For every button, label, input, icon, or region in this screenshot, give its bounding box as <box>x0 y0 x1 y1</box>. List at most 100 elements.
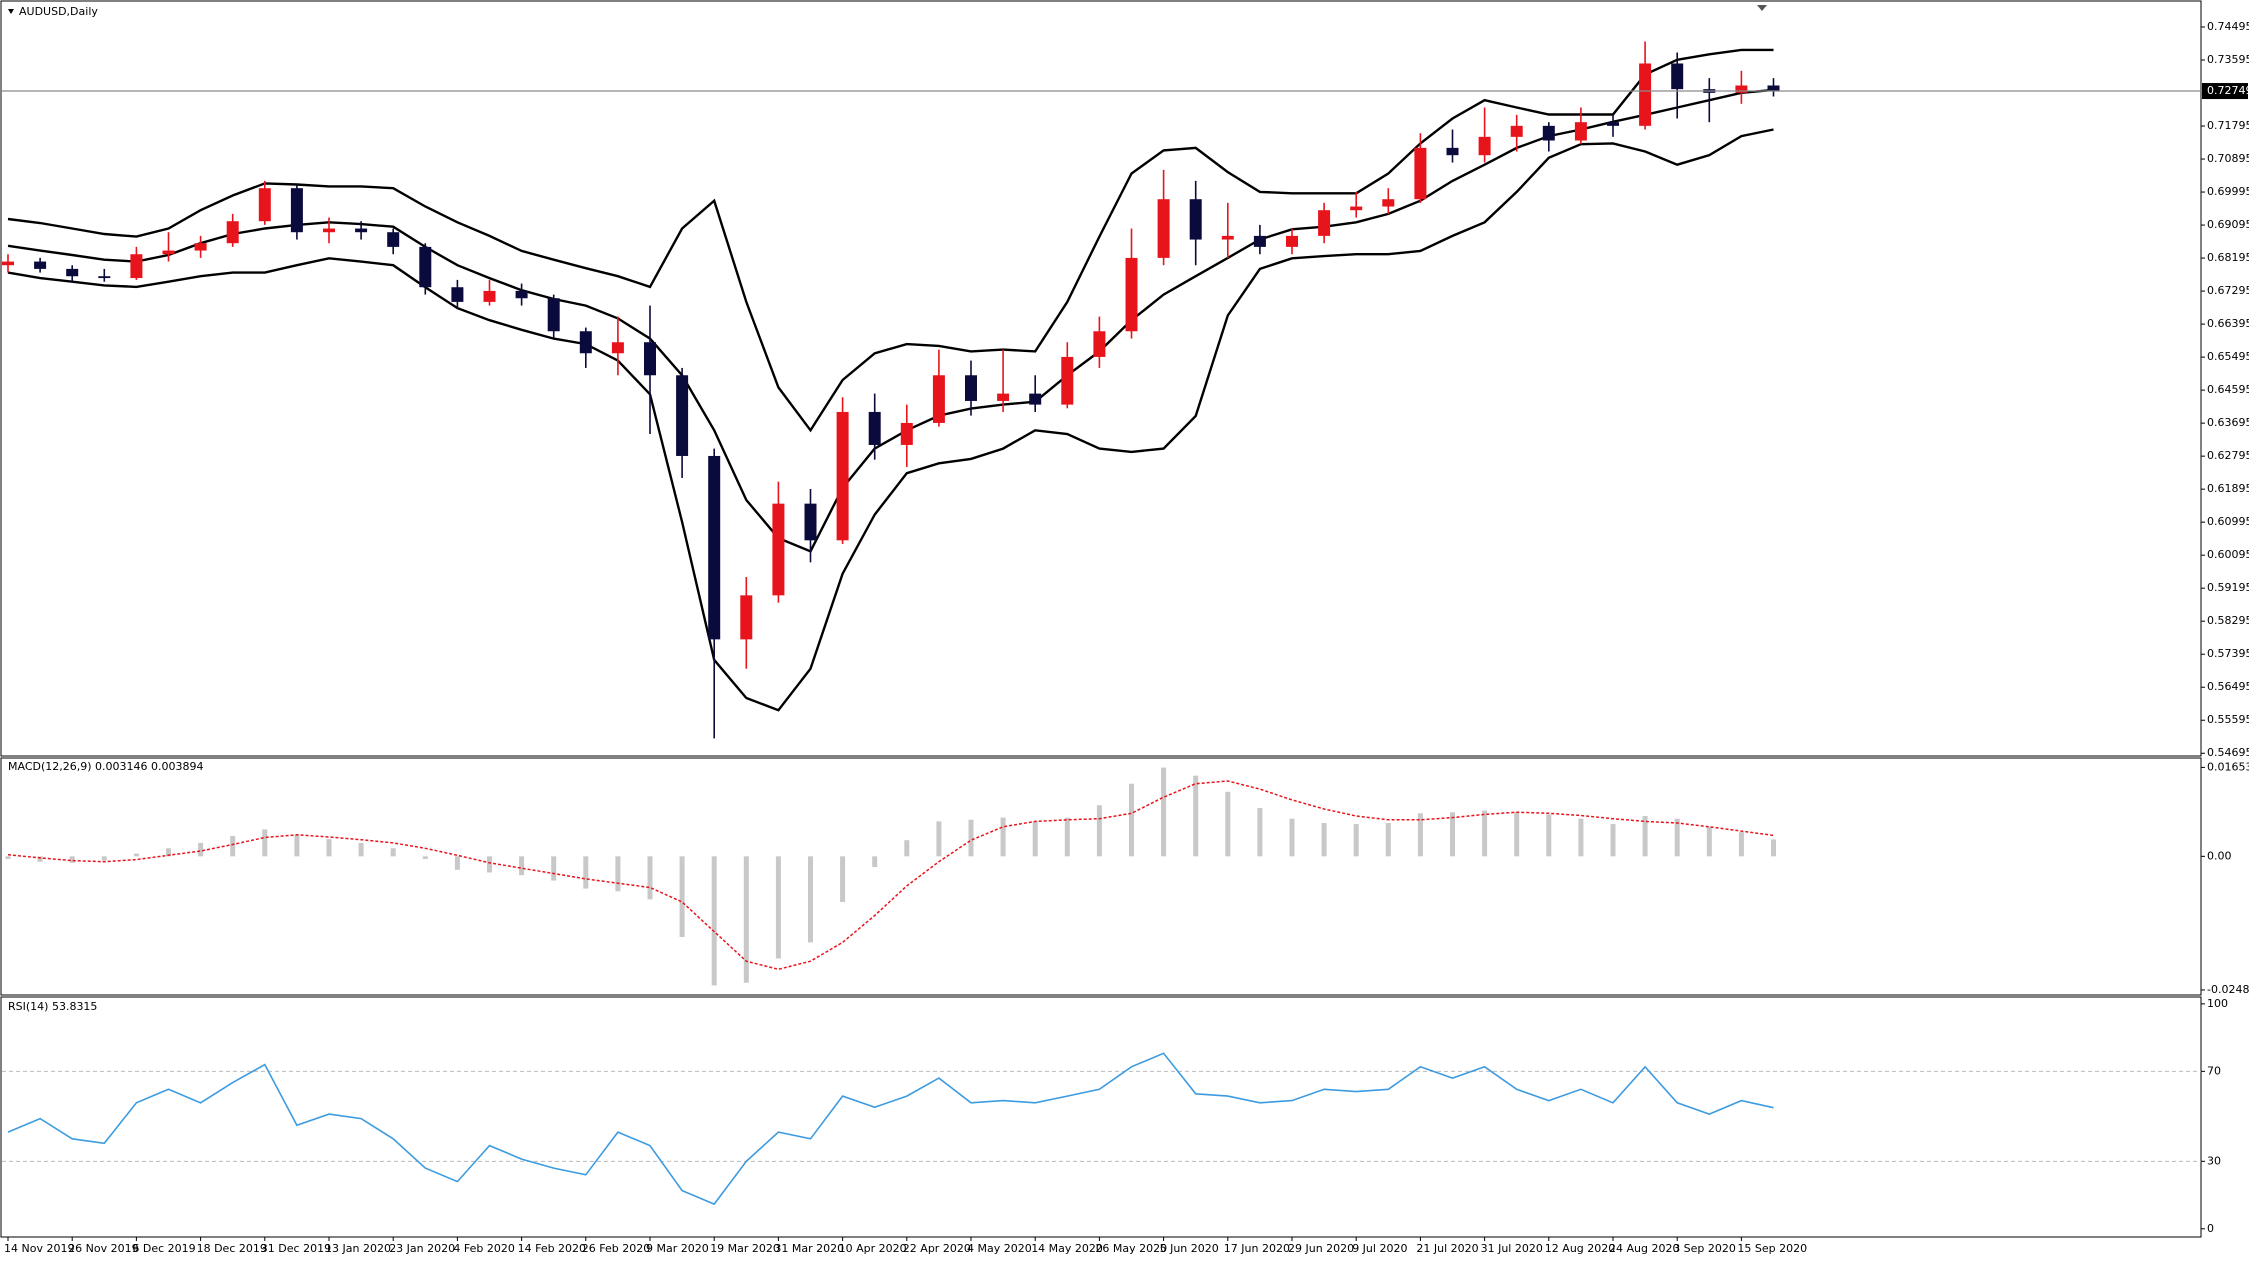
macd-bar <box>904 840 910 857</box>
y-tick-label: 0.67295 <box>2207 284 2249 297</box>
candle-body <box>1286 235 1298 247</box>
candle-body <box>1157 199 1170 258</box>
candle-body <box>1382 199 1395 207</box>
x-tick-label: 6 Dec 2019 <box>132 1242 195 1255</box>
candle-body <box>1446 147 1459 156</box>
y-tick-label: 0.74495 <box>2207 20 2249 33</box>
macd-bar <box>583 856 589 889</box>
macd-bar <box>1642 816 1648 857</box>
candle-body <box>483 290 496 302</box>
candle-body <box>419 246 432 288</box>
macd-bar <box>936 821 942 857</box>
macd-bar <box>808 856 813 943</box>
y-tick-label: 0.016538 <box>2207 760 2249 773</box>
x-tick-label: 4 May 2020 <box>967 1242 1032 1255</box>
bollinger-lower <box>7 128 1774 712</box>
y-tick-label: 0.73595 <box>2207 53 2249 66</box>
x-tick-label: 24 Aug 2020 <box>1609 1242 1679 1255</box>
y-tick-label: 0.62795 <box>2207 449 2249 462</box>
candle-body <box>1542 125 1555 141</box>
candle-body <box>34 261 47 269</box>
macd-bar <box>1450 812 1455 857</box>
y-tick-label: 0.55595 <box>2207 713 2249 726</box>
candle-body <box>1671 63 1684 90</box>
y-tick-label: 0.60095 <box>2207 548 2249 561</box>
x-tick-label: 17 Jun 2020 <box>1224 1242 1290 1255</box>
macd-bar <box>1514 812 1520 857</box>
macd-bar <box>1546 814 1552 857</box>
y-tick-label: 0.63695 <box>2207 416 2249 429</box>
macd-bar <box>1674 818 1680 857</box>
y-tick-label: 0.68195 <box>2207 251 2249 264</box>
macd-bar <box>166 848 171 857</box>
candle-body <box>579 331 592 354</box>
candle-body <box>1189 199 1202 240</box>
macd-bar <box>133 853 139 857</box>
macd-bar <box>1353 824 1359 857</box>
macd-bar <box>1738 832 1744 857</box>
macd-signal <box>7 780 1774 971</box>
candle-body <box>547 298 560 332</box>
macd-bar <box>198 842 204 857</box>
macd-bar <box>519 856 525 876</box>
candle-body <box>1510 125 1523 137</box>
macd-bar <box>262 829 268 857</box>
candle-body <box>451 287 464 302</box>
y-tick-label: 30 <box>2207 1154 2221 1167</box>
y-tick-label: 0.54695 <box>2207 746 2249 759</box>
macd-bar <box>487 856 492 873</box>
macd-bar <box>1225 791 1231 857</box>
macd-bar <box>101 856 107 861</box>
last-price-box <box>2202 83 2248 100</box>
candle-body <box>1735 85 1748 93</box>
candle-body <box>965 375 977 401</box>
macd-bar <box>37 856 43 862</box>
x-tick-label: 26 Feb 2020 <box>582 1242 650 1255</box>
macd-bar <box>1257 807 1263 857</box>
macd-bar <box>1610 824 1616 857</box>
candle-body <box>290 188 303 233</box>
x-tick-label: 26 May 2020 <box>1095 1242 1167 1255</box>
candle-body <box>1607 122 1619 126</box>
y-tick-label: 0.56495 <box>2207 680 2249 693</box>
candle-body <box>1414 147 1427 200</box>
x-tick-label: 29 Jun 2020 <box>1288 1242 1354 1255</box>
candle-body <box>611 342 624 354</box>
macd-bar <box>1161 767 1167 857</box>
x-tick-label: 22 Apr 2020 <box>903 1242 971 1255</box>
macd-bar <box>454 856 460 870</box>
y-tick-label: 0.71795 <box>2207 119 2249 132</box>
y-tick-label: 0.58295 <box>2207 614 2249 627</box>
macd-bar <box>1482 810 1488 857</box>
candle-body <box>900 422 913 445</box>
candle-body <box>1639 63 1652 126</box>
macd-bar <box>872 856 878 868</box>
y-tick-label: 0.61895 <box>2207 482 2249 495</box>
macd-panel <box>0 757 2202 996</box>
x-tick-label: 19 Mar 2020 <box>710 1242 780 1255</box>
y-tick-label: 0.59195 <box>2207 581 2249 594</box>
symbol-menu-icon <box>8 9 14 14</box>
candle-body <box>1318 210 1331 236</box>
candle-body <box>130 254 143 279</box>
macd-bar <box>230 835 236 857</box>
candle-body <box>1093 331 1106 357</box>
macd-bar <box>326 839 332 857</box>
bollinger-upper <box>7 48 1774 433</box>
candle-body <box>804 503 817 541</box>
macd-bar <box>1771 839 1776 857</box>
x-tick-label: 31 Mar 2020 <box>774 1242 844 1255</box>
candle-body <box>323 228 335 233</box>
y-tick-label: 0 <box>2207 1222 2214 1235</box>
price-panel <box>0 0 2202 757</box>
macd-bar <box>679 856 685 937</box>
macd-bar <box>551 856 557 881</box>
macd-bar <box>1193 775 1199 857</box>
y-tick-label: 0.00 <box>2207 849 2232 862</box>
macd-bar <box>358 842 364 857</box>
rsi-line <box>7 1052 1774 1206</box>
x-tick-label: 9 Mar 2020 <box>646 1242 709 1255</box>
macd-bar <box>390 848 396 857</box>
shift-marker <box>1757 5 1767 11</box>
